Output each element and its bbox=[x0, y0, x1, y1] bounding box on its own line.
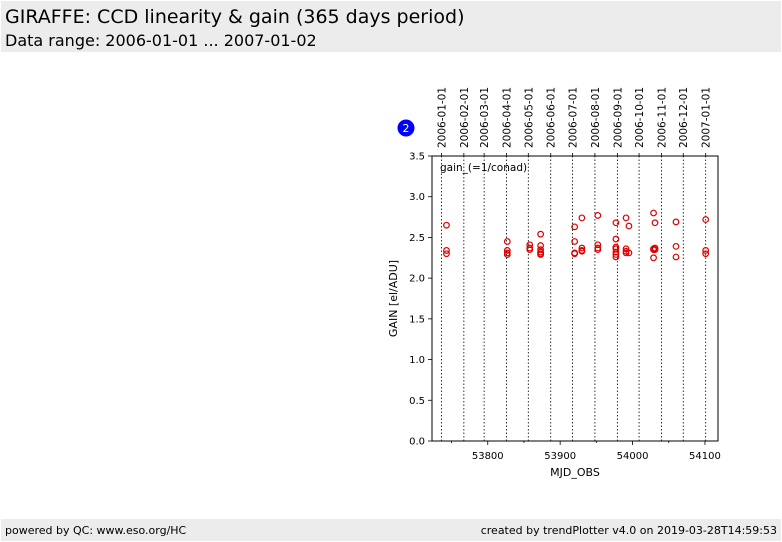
y-tick-label: 3.5 bbox=[409, 152, 425, 163]
footer-credit: powered by QC: www.eso.org/HC bbox=[5, 524, 187, 537]
data-point bbox=[612, 235, 620, 243]
data-point bbox=[672, 242, 680, 250]
date-label: 2006-02-01 bbox=[459, 87, 471, 148]
date-label: 2006-06-01 bbox=[546, 87, 558, 148]
y-tick-label: 0.0 bbox=[409, 437, 425, 448]
x-tick-label: 53900 bbox=[544, 451, 576, 462]
date-label: 2006-05-01 bbox=[523, 87, 535, 148]
badge-number: 2 bbox=[403, 122, 410, 135]
data-point bbox=[612, 219, 620, 227]
data-point bbox=[612, 248, 620, 256]
date-label: 2006-09-01 bbox=[612, 87, 624, 148]
date-label: 2006-12-01 bbox=[678, 87, 690, 148]
data-point bbox=[537, 251, 545, 258]
data-point bbox=[702, 216, 710, 223]
report-header: GIRAFFE: CCD linearity & gain (365 days … bbox=[1, 1, 781, 52]
x-tick-label: 54100 bbox=[689, 451, 721, 462]
date-label: 2006-07-01 bbox=[567, 87, 579, 148]
data-point bbox=[702, 250, 710, 258]
data-point bbox=[594, 246, 602, 254]
data-point bbox=[622, 214, 630, 222]
y-axis: 0.0 0.5 1.0 1.5 2.0 2.5 3.0 3.5 bbox=[409, 152, 432, 448]
footer-generator: created by trendPlotter v4.0 on 2019-03-… bbox=[480, 524, 777, 537]
data-point bbox=[443, 247, 450, 254]
data-point bbox=[503, 238, 511, 245]
data-point bbox=[625, 249, 633, 257]
data-point bbox=[594, 212, 602, 219]
y-tick-label: 1.0 bbox=[409, 355, 425, 366]
data-point bbox=[612, 251, 620, 258]
data-point bbox=[702, 247, 710, 254]
data-point bbox=[571, 250, 579, 258]
data-point bbox=[503, 247, 511, 254]
data-range-subtitle: Data range: 2006-01-01 ... 2007-01-02 bbox=[5, 31, 317, 50]
badge-circle bbox=[397, 119, 415, 137]
y-tick-label: 1.5 bbox=[409, 314, 425, 325]
data-point bbox=[672, 253, 680, 261]
y-tick-label: 2.0 bbox=[409, 274, 425, 285]
x-axis: 53800 53900 54000 54100 bbox=[451, 441, 721, 462]
date-label: 2006-04-01 bbox=[502, 87, 514, 148]
series-annotation: gain_(=1/conad) bbox=[440, 162, 527, 174]
data-point bbox=[537, 242, 545, 249]
gain-data-points bbox=[443, 209, 710, 262]
x-axis-label: MJD_OBS bbox=[550, 466, 600, 479]
y-axis-label: GAIN [el/ADU] bbox=[387, 260, 400, 337]
data-point bbox=[625, 222, 633, 230]
date-label: 2006-10-01 bbox=[634, 87, 646, 148]
date-label: 2007-01-01 bbox=[701, 87, 713, 148]
data-point bbox=[443, 250, 450, 258]
x-tick-label: 53800 bbox=[472, 451, 504, 462]
data-point bbox=[503, 251, 511, 258]
date-label: 2006-03-01 bbox=[479, 87, 491, 148]
report-footer: powered by QC: www.eso.org/HC created by… bbox=[1, 519, 781, 541]
data-point bbox=[578, 247, 586, 255]
y-tick-label: 3.0 bbox=[409, 192, 425, 203]
data-point bbox=[651, 219, 659, 227]
data-point bbox=[526, 241, 534, 249]
data-point bbox=[650, 209, 657, 217]
date-tick-labels: 2006-01-01 2006-02-01 2006-03-01 2006-04-01… bbox=[436, 87, 712, 148]
data-point bbox=[622, 249, 630, 257]
data-point bbox=[578, 244, 586, 252]
data-point bbox=[571, 223, 579, 231]
data-point bbox=[672, 218, 680, 226]
data-point bbox=[650, 254, 657, 262]
data-point bbox=[612, 253, 620, 261]
page-title: GIRAFFE: CCD linearity & gain (365 days … bbox=[5, 6, 465, 28]
y-tick-label: 2.5 bbox=[409, 233, 425, 244]
data-point bbox=[578, 214, 586, 222]
data-point bbox=[571, 238, 579, 245]
data-point bbox=[443, 221, 450, 229]
plot-frame bbox=[431, 155, 719, 442]
data-point bbox=[537, 246, 545, 254]
y-tick-label: 0.5 bbox=[409, 396, 425, 407]
data-point bbox=[537, 230, 545, 238]
data-point bbox=[526, 246, 534, 254]
date-label: 2006-08-01 bbox=[590, 87, 602, 148]
date-label: 2006-01-01 bbox=[436, 87, 448, 148]
data-point bbox=[594, 241, 602, 249]
data-point bbox=[651, 246, 659, 254]
x-tick-label: 54000 bbox=[617, 451, 649, 462]
date-label: 2006-11-01 bbox=[657, 87, 669, 148]
date-reference-lines bbox=[441, 153, 707, 441]
